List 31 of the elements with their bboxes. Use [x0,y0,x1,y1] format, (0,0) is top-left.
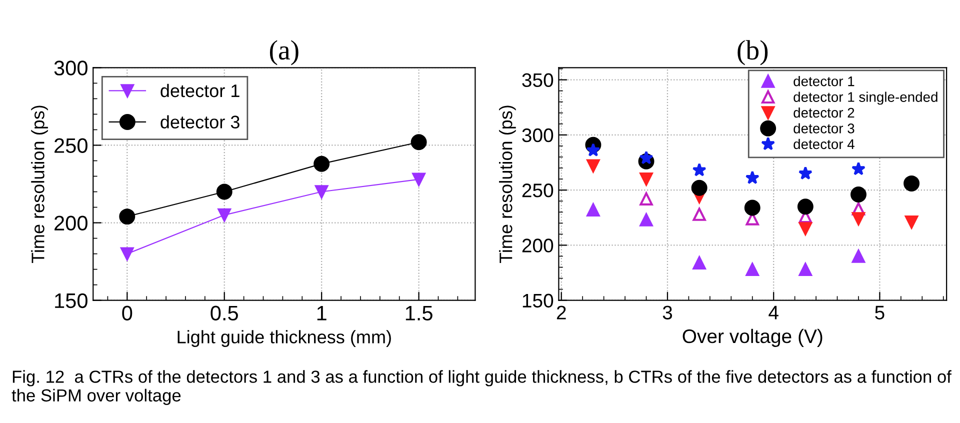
y-tick-label: 350 [522,73,554,88]
x-tick-label: 5 [875,306,884,320]
y-axis-title: Time resolution (ps) [31,106,48,264]
x-tick-label: 0 [122,306,132,320]
legend-label: detector 3 [794,123,854,134]
y-tick-label: 250 [54,138,88,153]
x-tick-label: 1.5 [406,306,432,320]
legend-label: detector 2 [794,107,854,118]
legend-label: detector 3 [160,115,240,128]
y-tick-label: 200 [54,216,88,231]
x-tick-label: 2 [556,306,566,320]
legend-label: detector 1 [160,84,240,98]
y-tick-label: 150 [55,293,88,308]
y-tick-label: 200 [522,238,554,252]
x-axis-title: Light guide thickness (mm) [178,330,391,347]
legend-label: detector 1 [794,76,854,86]
y-tick-label: 150 [522,294,554,308]
y-axis-title: Time resolution (ps) [499,106,516,264]
chart-title: (b) [738,40,768,66]
legend-label: detector 1 single-ended [794,92,938,105]
x-tick-label: 4 [768,306,778,320]
y-tick-label: 250 [522,184,554,198]
y-tick-label: 300 [522,128,554,142]
legend-label: detector 4 [794,138,854,150]
x-tick-label: 3 [662,306,672,320]
x-tick-label: 0.5 [210,306,238,320]
caption: Fig. 12 a CTRs of the detectors 1 and 3 as a function of light guide thickness, b CTRs of the five detectors as a function of the SiPM over voltage [12,370,952,406]
y-tick-label: 300 [54,60,88,76]
chart-title: (a) [270,40,298,66]
x-axis-title: Over voltage (V) [682,328,822,347]
x-tick-label: 1 [317,306,326,320]
